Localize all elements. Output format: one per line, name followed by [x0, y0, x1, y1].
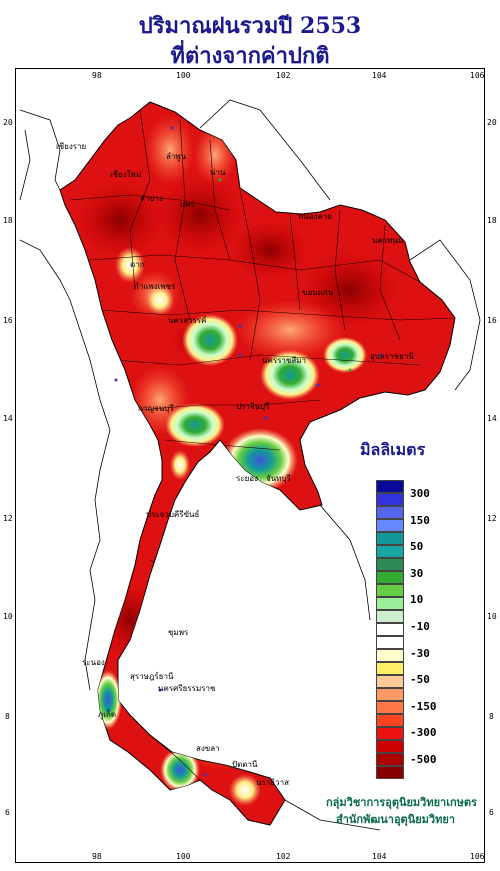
legend-label: -300 — [410, 726, 437, 740]
place-surat-thani: สุราษฎร์ธานี — [130, 672, 174, 681]
legend-label: -30 — [410, 646, 430, 660]
lat-tick-12-right: 12 — [487, 514, 497, 523]
lat-tick-10: 10 — [3, 612, 13, 621]
lon-tick-104-bottom: 104 — [372, 852, 387, 861]
lon-tick-102-bottom: 102 — [276, 852, 291, 861]
station-markers — [114, 126, 382, 777]
lon-tick-100-bottom: 100 — [176, 852, 191, 861]
legend-label: 30 — [410, 566, 424, 580]
legend-swatch — [376, 675, 404, 688]
place-pattani: ปัตตานี — [232, 760, 258, 769]
lat-tick-18: 18 — [3, 216, 13, 225]
legend-swatch — [376, 740, 404, 753]
place-nakhon-phanom: นครพนม — [372, 236, 404, 245]
place-chanthaburi: จันทบุรี — [266, 474, 291, 483]
legend-swatch — [376, 584, 404, 597]
lon-tick-104: 104 — [372, 71, 387, 80]
place-nakhon-sawan: นครสวรรค์ — [168, 316, 207, 325]
legend-label: 300 — [410, 487, 430, 500]
legend-swatch — [376, 519, 404, 532]
legend-swatch — [376, 493, 404, 506]
lon-tick-100: 100 — [176, 71, 191, 80]
lon-tick-98: 98 — [92, 71, 102, 80]
legend-label: -10 — [410, 620, 430, 633]
place-ranong: ระนอง — [82, 658, 105, 667]
place-kamphaeng-phet: กำแพงเพชร — [134, 282, 176, 291]
legend-swatch — [376, 597, 404, 610]
lat-tick-16-right: 16 — [487, 316, 497, 325]
place-kanchanaburi: กาญจนบุรี — [138, 404, 174, 413]
lat-tick-14: 14 — [3, 414, 13, 423]
lon-tick-98-bottom: 98 — [92, 852, 102, 861]
place-chumphon: ชุมพร — [168, 628, 189, 637]
lat-tick-6: 6 — [5, 808, 10, 817]
map-title: ปริมาณฝนรวมปี 2553 — [138, 13, 362, 39]
lat-tick-20-right: 20 — [487, 118, 497, 127]
place-chiang-mai: เชียงใหม่ — [110, 170, 142, 179]
legend-label: 50 — [410, 540, 424, 554]
place-phrae: แพร่ — [180, 200, 195, 209]
legend-title: มิลลิเมตร — [360, 440, 426, 459]
legend-swatch — [376, 727, 404, 740]
lat-tick-12: 12 — [3, 514, 13, 523]
agency-line-1: กลุ่มวิชาการอุตุนิยมวิทยาเกษตร — [326, 796, 477, 809]
lon-tick-106: 106 — [470, 71, 485, 80]
lat-tick-8-right: 8 — [489, 712, 494, 721]
legend-swatch — [376, 610, 404, 623]
legend-label: 150 — [410, 513, 430, 527]
legend-label: -150 — [410, 699, 437, 713]
place-nakhon-ratchasima: นครราชสีมา — [262, 356, 306, 365]
legend-swatch — [376, 532, 404, 545]
legend-swatch — [376, 506, 404, 519]
legend-swatch — [376, 623, 404, 636]
lat-tick-10-right: 10 — [487, 612, 497, 621]
legend-swatch — [376, 701, 404, 714]
map-subtitle: ที่ต่างจากค่าปกติ — [170, 43, 330, 69]
place-lamphun: ลำพูน — [166, 152, 187, 161]
lat-tick-8: 8 — [5, 712, 10, 721]
place-narathiwat: นราธิวาส — [256, 778, 290, 787]
place-phuket: ภูเก็ต — [98, 710, 117, 719]
place-khon-kaen: ขอนแก่น — [302, 288, 334, 297]
lat-tick-20: 20 — [3, 118, 13, 127]
place-prachinburi: ปราจีนบุรี — [236, 402, 270, 411]
place-nan: น่าน — [210, 168, 226, 177]
legend-swatch — [376, 636, 404, 649]
lat-tick-14-right: 14 — [487, 414, 497, 423]
legend-label: -50 — [410, 673, 430, 687]
lon-tick-106-bottom: 106 — [470, 852, 485, 861]
legend-swatch — [376, 545, 404, 558]
lat-tick-6-right: 6 — [489, 808, 494, 817]
place-songkhla: สงขลา — [196, 744, 220, 753]
legend-swatch — [376, 662, 404, 675]
agency-line-2: สำนักพัฒนาอุตุนิยมวิทยา — [336, 813, 455, 826]
neighbour-borders — [19, 99, 481, 831]
place-nong-khai: หนองคาย — [298, 212, 332, 221]
legend-swatch — [376, 688, 404, 701]
place-chiang-rai: เชียงราย — [56, 142, 87, 151]
legend-label: 10 — [410, 593, 424, 607]
place-lampang: ลำปาง — [140, 194, 163, 203]
place-tak: ตาก — [130, 260, 145, 269]
legend-swatch — [376, 714, 404, 727]
legend-label: -500 — [410, 753, 437, 766]
legend-swatch — [376, 480, 404, 493]
place-rayong: ระยอง — [236, 474, 258, 483]
place-prachuap: ประจวบคีรีขันธ์ — [146, 510, 200, 519]
legend-swatch — [376, 649, 404, 662]
legend-swatch — [376, 558, 404, 571]
legend-swatch — [376, 766, 404, 779]
legend-swatch — [376, 753, 404, 766]
lon-tick-102: 102 — [276, 71, 291, 80]
lat-tick-18-right: 18 — [487, 216, 497, 225]
lat-tick-16: 16 — [3, 316, 13, 325]
legend-swatch — [376, 571, 404, 584]
legend-color-bar — [376, 480, 404, 779]
place-ubon: อุบลราชธานี — [370, 352, 414, 361]
place-nakhon-si-thammarat: นครศรีธรรมราช — [158, 684, 216, 693]
